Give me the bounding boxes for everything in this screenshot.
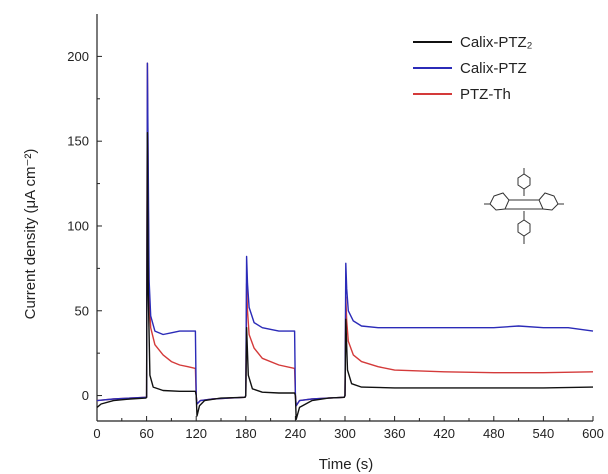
legend-label: PTZ-Th: [460, 86, 511, 103]
molecule-structure-inset: [484, 168, 564, 244]
y-tick-label: 100: [67, 218, 89, 233]
y-tick-label: 150: [67, 134, 89, 149]
series-line: [96, 62, 594, 407]
series-line: [96, 132, 594, 420]
legend-label: Calix-PTZ₂: [460, 34, 533, 51]
x-tick-label: 600: [582, 426, 604, 441]
series-layer: [96, 62, 594, 420]
y-tick-label: 200: [67, 49, 89, 64]
x-tick-label: 540: [533, 426, 555, 441]
x-tick-label: 180: [235, 426, 257, 441]
x-tick-label: 300: [334, 426, 356, 441]
series-line: [96, 62, 594, 407]
legend: Calix-PTZ₂ Calix-PTZ PTZ-Th: [413, 34, 533, 103]
x-tick-label: 60: [139, 426, 153, 441]
x-tick-label: 420: [433, 426, 455, 441]
x-tick-label: 240: [285, 426, 307, 441]
y-tick-label: 50: [75, 303, 89, 318]
axis-ticks: 0 60 120 180 240 300 360 420 480 540 600 0 50 100 150 2…: [67, 49, 604, 441]
y-axis-title: Current density (μA cm⁻²): [22, 149, 39, 320]
x-tick-label: 120: [185, 426, 207, 441]
x-axis-title: Time (s): [319, 456, 373, 473]
legend-label: Calix-PTZ: [460, 60, 527, 77]
x-tick-label: 480: [483, 426, 505, 441]
x-tick-label: 0: [93, 426, 100, 441]
x-tick-label: 360: [384, 426, 406, 441]
y-tick-label: 0: [82, 388, 89, 403]
